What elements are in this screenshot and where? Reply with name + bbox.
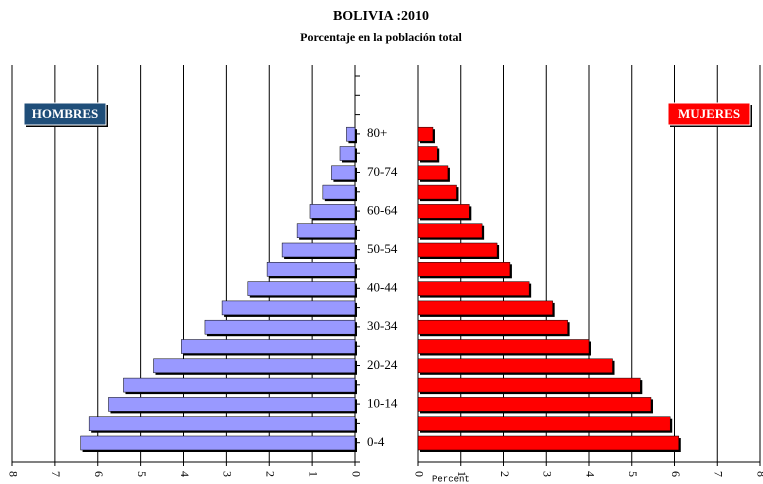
y-tick-label: 20-24 [367, 357, 398, 372]
bar [417, 146, 438, 161]
y-tick-label: 0-4 [367, 434, 385, 449]
bar [417, 377, 641, 393]
legend-label: HOMBRES [32, 106, 98, 121]
x-tick-label: 8 [6, 471, 20, 477]
bar [417, 435, 680, 451]
bar [181, 339, 356, 354]
x-tick-label: 3 [221, 471, 235, 477]
x-tick-label: 1 [306, 471, 320, 477]
bar [266, 262, 356, 277]
x-axis-label: Percent [432, 474, 470, 484]
bar [296, 223, 356, 238]
bar [221, 300, 356, 316]
legend-box [23, 102, 107, 126]
bar [153, 358, 356, 374]
x-tick-label: 7 [712, 471, 726, 477]
y-tick-label: 30-34 [367, 318, 398, 333]
x-tick-label: 3 [541, 471, 555, 477]
bar [88, 416, 356, 431]
bar [247, 281, 356, 296]
legend-box [667, 102, 751, 126]
bar [417, 242, 498, 258]
x-tick-label: 0 [412, 471, 426, 477]
bar [417, 281, 530, 296]
bar [417, 126, 434, 142]
x-tick-label: 4 [583, 471, 597, 477]
y-tick-label: 70-74 [367, 164, 398, 179]
bar [123, 377, 356, 393]
x-tick-label: 7 [49, 471, 63, 477]
bar [417, 262, 511, 277]
bar [331, 165, 356, 181]
y-tick-label: 10-14 [367, 395, 398, 410]
x-tick-label: 4 [178, 471, 192, 477]
bar [108, 397, 356, 412]
x-tick-label: 6 [669, 471, 683, 477]
bar [417, 319, 568, 335]
chart-subtitle: Porcentaje en la población total [300, 30, 462, 44]
bar [346, 126, 356, 142]
y-tick-label: 60-64 [367, 202, 398, 217]
bar [417, 300, 553, 316]
bar [204, 319, 356, 335]
x-tick-label: 1 [455, 471, 469, 477]
bar [417, 184, 457, 200]
y-tick-label: 50-54 [367, 241, 398, 256]
x-tick-label: 5 [135, 471, 149, 477]
x-tick-label: 6 [92, 471, 106, 477]
x-tick-label: 8 [754, 471, 763, 477]
bar [417, 358, 613, 374]
bar [281, 242, 356, 258]
x-tick-label: 5 [626, 471, 640, 477]
x-tick-label: 2 [498, 471, 512, 477]
bar [339, 146, 356, 161]
y-tick-label: 40-44 [367, 280, 398, 295]
bar [417, 397, 652, 412]
y-tick-label: 80+ [367, 125, 387, 140]
bar [417, 416, 671, 431]
x-tick-label: 2 [264, 471, 278, 477]
bar [417, 223, 483, 238]
bar [322, 184, 356, 200]
bar [80, 435, 356, 451]
bar [417, 204, 470, 219]
bar [417, 165, 449, 181]
x-tick-label: 0 [349, 471, 363, 477]
bar [417, 339, 590, 354]
chart-title: BOLIVIA :2010 [333, 9, 429, 24]
bar [309, 204, 356, 219]
legend-label: MUJERES [678, 106, 740, 121]
